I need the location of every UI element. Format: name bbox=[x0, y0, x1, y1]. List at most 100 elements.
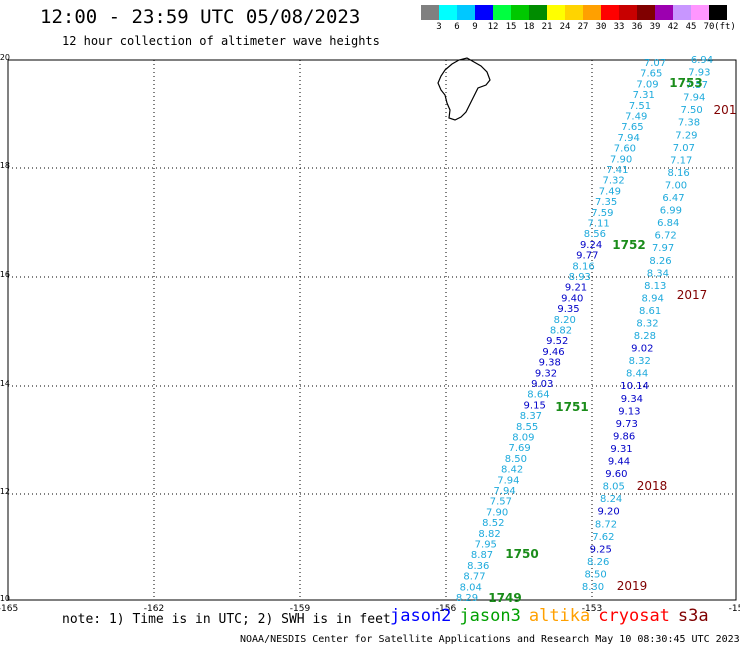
wave-height-value: 7.29 bbox=[675, 130, 697, 141]
cycle-label: 2017 bbox=[677, 288, 708, 302]
wave-height-value: 9.24 bbox=[580, 240, 602, 251]
wave-height-value: 9.21 bbox=[565, 283, 587, 294]
island-coastline bbox=[437, 57, 491, 121]
x-tick-label: -156 bbox=[436, 604, 457, 614]
wave-height-value: 8.29 bbox=[456, 593, 478, 604]
wave-height-value: 7.65 bbox=[640, 69, 662, 80]
wave-height-value: 9.46 bbox=[542, 347, 564, 358]
color-scale-tick-label: 15 bbox=[505, 22, 517, 32]
color-scale-tick-label: 33 bbox=[613, 22, 625, 32]
wave-height-value: 8.94 bbox=[642, 293, 664, 304]
color-swatch bbox=[457, 5, 475, 20]
wave-height-value: 8.82 bbox=[478, 529, 500, 540]
color-swatch bbox=[475, 5, 493, 20]
wave-height-value: 7.57 bbox=[686, 80, 708, 91]
mission-legend-item: jason2 bbox=[390, 606, 452, 626]
wave-height-value: 8.42 bbox=[501, 465, 523, 476]
wave-height-value: 8.37 bbox=[520, 411, 542, 422]
wave-height-value: 7.94 bbox=[493, 486, 515, 497]
wave-height-value: 6.47 bbox=[662, 193, 684, 204]
wave-height-value: 8.32 bbox=[629, 356, 651, 367]
color-swatch bbox=[529, 5, 547, 20]
x-tick-label: -162 bbox=[144, 604, 164, 614]
wave-height-value: 8.93 bbox=[569, 272, 591, 283]
wave-height-value: 7.49 bbox=[625, 112, 647, 123]
wave-height-value: 9.44 bbox=[608, 457, 630, 468]
map-title: 12:00 - 23:59 UTC 05/08/2023 bbox=[40, 6, 361, 28]
wave-height-value: 6.72 bbox=[655, 231, 677, 242]
wave-height-value: 7.97 bbox=[652, 243, 674, 254]
wave-height-value: 9.32 bbox=[535, 368, 557, 379]
pass-time-label: 1750 bbox=[505, 547, 538, 561]
color-swatch bbox=[691, 5, 709, 20]
cycle-label: 2018 bbox=[637, 479, 668, 493]
wave-height-value: 8.34 bbox=[647, 268, 669, 279]
wave-height-value: 8.28 bbox=[634, 331, 656, 342]
wave-height-value: 8.64 bbox=[527, 390, 549, 401]
wave-height-value: 8.32 bbox=[636, 319, 658, 330]
wave-height-value: 8.87 bbox=[471, 550, 493, 561]
wave-height-value: 10.14 bbox=[620, 381, 649, 392]
wave-height-value: 8.50 bbox=[584, 569, 606, 580]
wave-height-value: 8.36 bbox=[467, 561, 489, 572]
wave-height-value: 7.60 bbox=[614, 144, 636, 155]
wave-height-value: 9.73 bbox=[616, 419, 638, 430]
pass-time-label: 1752 bbox=[612, 238, 645, 252]
color-swatch bbox=[511, 5, 529, 20]
color-scale-tick-label: 42 bbox=[667, 22, 679, 32]
wave-height-value: 9.86 bbox=[613, 431, 635, 442]
color-scale-tick-label: 45 bbox=[685, 22, 697, 32]
wave-height-value: 8.77 bbox=[463, 572, 485, 583]
wave-height-value: 7.00 bbox=[665, 180, 687, 191]
footer-credit: NOAA/NESDIS Center for Satellite Applica… bbox=[240, 634, 740, 645]
color-swatch bbox=[673, 5, 691, 20]
y-tick-label: 14 bbox=[0, 379, 10, 388]
wave-height-value: 7.32 bbox=[603, 176, 625, 187]
y-tick-label: 12 bbox=[0, 487, 10, 496]
wave-height-value: 7.35 bbox=[595, 197, 617, 208]
color-scale-tick-label: 6 bbox=[454, 22, 460, 32]
color-swatch bbox=[565, 5, 583, 20]
x-tick-label: -15 bbox=[729, 604, 740, 614]
wave-height-value: 8.55 bbox=[516, 422, 538, 433]
wave-height-value: 9.13 bbox=[618, 406, 640, 417]
y-tick-label: 18 bbox=[0, 161, 10, 170]
wave-height-value: 9.15 bbox=[524, 400, 546, 411]
wave-height-value: 9.38 bbox=[539, 358, 561, 369]
footer-note: note: 1) Time is in UTC; 2) SWH is in fe… bbox=[62, 612, 391, 627]
wave-height-value: 7.90 bbox=[486, 507, 508, 518]
wave-height-value: 7.09 bbox=[636, 79, 658, 90]
wave-height-value: 8.72 bbox=[595, 519, 617, 530]
wave-height-value: 7.51 bbox=[629, 101, 651, 112]
wave-height-value: 7.59 bbox=[591, 208, 613, 219]
mission-legend-item: altika bbox=[528, 606, 591, 626]
wave-height-value: 9.60 bbox=[605, 469, 627, 480]
color-swatch bbox=[619, 5, 637, 20]
cycle-label: 2019 bbox=[617, 579, 648, 593]
color-scale-bar bbox=[421, 5, 727, 20]
wave-height-value: 7.62 bbox=[592, 532, 614, 543]
wave-height-value: 8.82 bbox=[550, 326, 572, 337]
wave-height-value: 6.84 bbox=[657, 218, 679, 229]
wave-height-value: 7.93 bbox=[688, 68, 710, 79]
pass-time-label: 1753 bbox=[669, 76, 702, 90]
wave-height-value: 7.17 bbox=[670, 155, 692, 166]
color-scale-tick-label: 36 bbox=[631, 22, 643, 32]
color-swatch bbox=[709, 5, 727, 20]
map-frame bbox=[7, 59, 737, 601]
mission-legend-item: jason3 bbox=[459, 606, 521, 626]
wave-height-value: 7.38 bbox=[678, 118, 700, 129]
wave-height-value: 7.49 bbox=[599, 186, 621, 197]
color-scale-tick-label: 30 bbox=[595, 22, 607, 32]
wave-height-value: 9.20 bbox=[597, 507, 619, 518]
color-scale-tick-label: 70 bbox=[703, 22, 715, 32]
wave-height-value: 8.50 bbox=[505, 454, 527, 465]
wave-height-value: 9.34 bbox=[621, 394, 643, 405]
wave-height-value: 8.61 bbox=[639, 306, 661, 317]
mission-legend-item: s3a bbox=[677, 606, 709, 626]
color-swatch bbox=[601, 5, 619, 20]
wave-height-value: 8.05 bbox=[603, 482, 625, 493]
wave-height-value: 7.65 bbox=[621, 122, 643, 133]
color-swatch bbox=[655, 5, 673, 20]
color-scale-tick-label: 9 bbox=[472, 22, 478, 32]
